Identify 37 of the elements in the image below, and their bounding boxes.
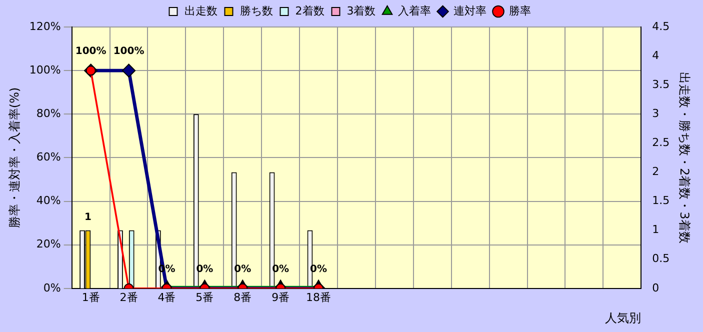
data-label: 100% bbox=[113, 46, 144, 58]
y2-tick-label: 4.5 bbox=[652, 20, 670, 33]
y-tick-label: 0% bbox=[43, 281, 61, 294]
x-tick-label: 4番 bbox=[158, 290, 176, 304]
x-tick-label: 9番 bbox=[272, 290, 290, 304]
y2-axis-title: 出走数・勝ち数・2着数・3着数 bbox=[678, 72, 692, 244]
x-tick-label: 8番 bbox=[234, 290, 252, 304]
y2-tick-label: 3 bbox=[652, 106, 660, 120]
y2-tick-label: 4 bbox=[652, 48, 660, 62]
legend-label: 出走数 bbox=[184, 4, 218, 18]
y-tick-label: 20% bbox=[36, 238, 61, 251]
x-tick-label: 1番 bbox=[82, 290, 100, 304]
y2-tick-label: 2 bbox=[652, 165, 660, 178]
legend-label: 勝ち数 bbox=[240, 4, 273, 18]
data-label: 1 bbox=[84, 212, 92, 223]
y2-tick-label: 2.5 bbox=[652, 136, 670, 150]
y2-tick-label: 1 bbox=[652, 223, 660, 236]
x-tick-label: 2番 bbox=[120, 290, 138, 304]
x-tick-label: 5番 bbox=[196, 290, 214, 304]
y2-tick-label: 3.5 bbox=[652, 78, 670, 91]
y2-tick-label: 1.5 bbox=[652, 194, 670, 208]
y-tick-label: 120% bbox=[29, 20, 61, 33]
y-axis-title: 勝率・連対率・入着率(%) bbox=[7, 87, 22, 228]
y-tick-label: 60% bbox=[36, 150, 61, 164]
y-tick-label: 40% bbox=[36, 194, 61, 208]
legend-label: 2着数 bbox=[295, 4, 324, 18]
y-tick-label: 80% bbox=[36, 106, 61, 120]
y2-tick-label: 0 bbox=[652, 281, 660, 294]
x-axis-title: 人気別 bbox=[605, 310, 642, 325]
y-tick-label: 100% bbox=[29, 63, 61, 76]
data-label: 100% bbox=[75, 46, 106, 58]
legend-label: 3着数 bbox=[346, 4, 376, 18]
y2-tick-label: 0.5 bbox=[652, 252, 670, 266]
legend-label: 入着率 bbox=[398, 4, 432, 18]
legend-label: 連対率 bbox=[454, 4, 487, 18]
legend-label: 勝率 bbox=[509, 4, 532, 18]
x-tick-label: 18番 bbox=[306, 290, 332, 304]
